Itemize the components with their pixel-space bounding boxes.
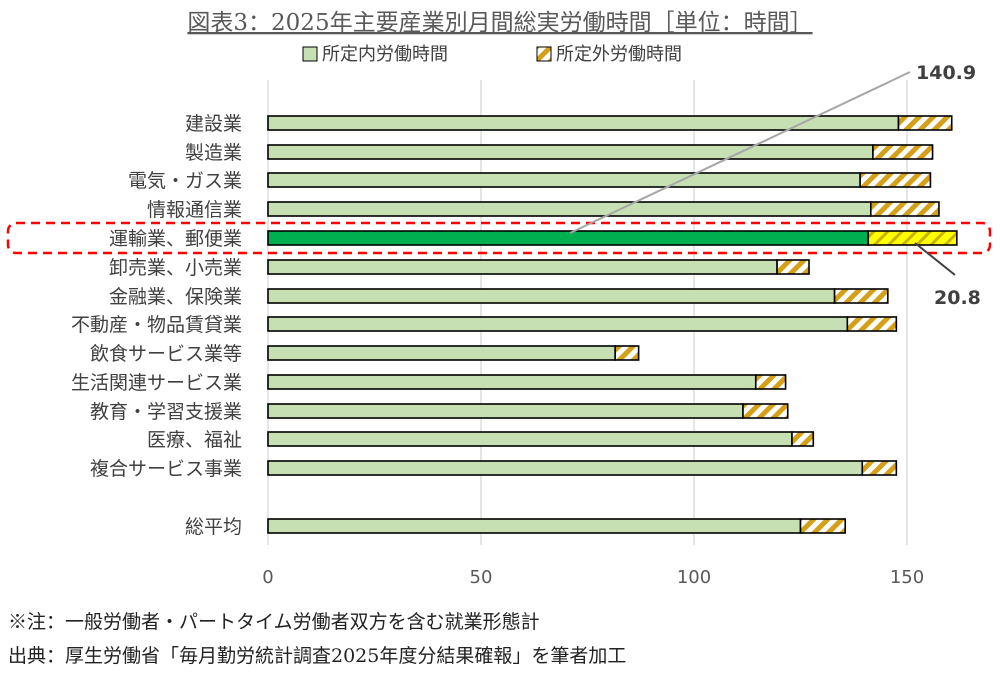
bar-overtime bbox=[791, 431, 815, 447]
bar-overtime bbox=[861, 460, 898, 476]
y-category-label: 製造業 bbox=[185, 142, 242, 164]
bar-overtime bbox=[867, 230, 958, 246]
note-source: 出典：厚生労働省「毎月勤労統計調査2025年度分結果確報」を筆者加工 bbox=[8, 645, 627, 667]
bar-scheduled bbox=[267, 259, 778, 275]
y-category-label: 総平均 bbox=[185, 516, 242, 538]
legend-label-scheduled: 所定内労働時間 bbox=[322, 44, 448, 65]
bar-overtime bbox=[833, 288, 889, 304]
bar-scheduled bbox=[267, 431, 793, 447]
chart-title: 図表3：2025年主要産業別月間総実労働時間［単位：時間］ bbox=[187, 10, 812, 36]
bar-scheduled bbox=[267, 460, 864, 476]
y-category-label: 複合サービス事業 bbox=[90, 458, 242, 480]
bar-overtime bbox=[846, 316, 898, 332]
y-category-label: 生活関連サービス業 bbox=[71, 372, 242, 394]
bar-scheduled bbox=[267, 374, 757, 390]
bar-scheduled bbox=[267, 201, 872, 217]
bar-overtime bbox=[872, 144, 934, 160]
x-tick-label: 50 bbox=[470, 567, 493, 588]
y-category-label: 情報通信業 bbox=[147, 199, 242, 221]
y-category-label: 金融業、保険業 bbox=[109, 286, 242, 308]
legend-swatch-overtime bbox=[536, 46, 552, 62]
annotation-leader-scheduled bbox=[569, 71, 911, 234]
bar-overtime bbox=[776, 259, 810, 275]
x-tick-label: 100 bbox=[677, 567, 711, 588]
annotation-overtime-value: 20.8 bbox=[934, 287, 981, 309]
legend-label-overtime: 所定外労働時間 bbox=[556, 44, 682, 65]
annotation-leader-overtime bbox=[914, 242, 956, 276]
y-category-label: 飲食サービス業等 bbox=[90, 343, 242, 365]
bar-scheduled bbox=[267, 403, 744, 419]
bar-scheduled bbox=[267, 518, 802, 534]
y-category-label: 電気・ガス業 bbox=[128, 170, 242, 192]
bar-scheduled bbox=[267, 230, 870, 246]
bar-overtime bbox=[869, 201, 940, 217]
bar-overtime bbox=[897, 115, 953, 131]
y-category-label: 運輸業、郵便業 bbox=[109, 228, 242, 250]
bar-scheduled bbox=[267, 144, 874, 160]
y-category-label: 建設業 bbox=[185, 113, 242, 135]
bar-overtime bbox=[859, 172, 932, 188]
bar-overtime bbox=[754, 374, 787, 390]
y-category-label: 教育・学習支援業 bbox=[90, 401, 242, 423]
x-tick-label: 150 bbox=[890, 567, 924, 588]
bar-overtime bbox=[742, 403, 789, 419]
bar-scheduled bbox=[267, 172, 861, 188]
y-category-label: 医療、福祉 bbox=[147, 429, 242, 451]
y-category-label: 不動産・物品賃貸業 bbox=[71, 314, 242, 336]
y-category-label: 卸売業、小売業 bbox=[109, 257, 242, 279]
bar-scheduled bbox=[267, 316, 849, 332]
x-tick-label: 0 bbox=[262, 567, 273, 588]
bar-overtime bbox=[614, 345, 640, 361]
note-footnote: ※注：一般労働者・パートタイム労働者双方を含む就業形態計 bbox=[8, 611, 540, 633]
legend-swatch-scheduled bbox=[302, 46, 318, 62]
legend: 所定内労働時間 所定外労働時間 bbox=[302, 44, 682, 65]
highlight-box bbox=[6, 221, 992, 255]
annotation-scheduled-value: 140.9 bbox=[916, 62, 976, 84]
bar-overtime bbox=[799, 518, 847, 534]
bar-scheduled bbox=[267, 345, 616, 361]
bar-scheduled bbox=[267, 288, 836, 304]
